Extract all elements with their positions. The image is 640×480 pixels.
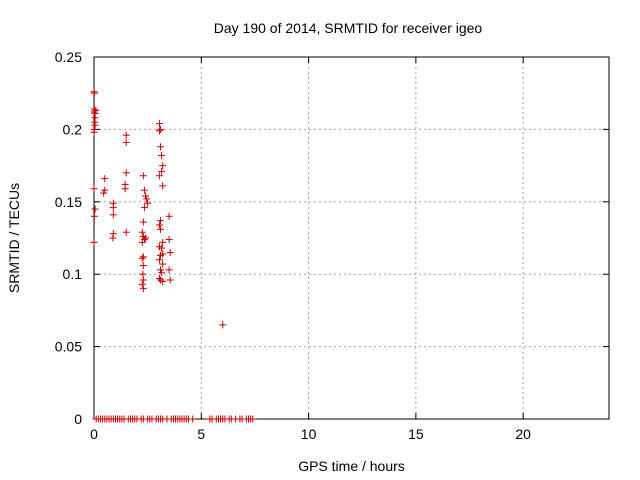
y-tick-label: 0.25 (55, 49, 82, 65)
data-point (109, 234, 117, 242)
data-point (158, 244, 166, 252)
data-point (101, 175, 109, 183)
data-point (158, 151, 166, 159)
y-axis-label: SRMTID / TECUs (6, 183, 22, 293)
plot-frame (93, 56, 610, 420)
data-point (90, 128, 98, 136)
data-point (157, 276, 165, 284)
data-point (155, 120, 163, 128)
data-point (101, 186, 109, 194)
data-point (165, 212, 173, 220)
data-point (109, 204, 117, 212)
x-tick-label: 10 (301, 426, 317, 442)
data-point (142, 192, 149, 200)
data-point (155, 221, 163, 229)
data-point (100, 189, 108, 197)
data-point (157, 225, 165, 233)
data-points (90, 88, 257, 423)
data-point (155, 172, 163, 180)
data-point (157, 217, 165, 225)
grid-lines (94, 57, 609, 419)
data-point (157, 266, 165, 274)
data-point (138, 280, 146, 288)
x-axis-label: GPS time / hours (298, 458, 405, 474)
data-point (139, 218, 147, 226)
x-tick-labels: 0 5 10 15 20 (90, 426, 531, 442)
data-point (122, 228, 130, 236)
data-point (91, 121, 99, 129)
data-point (144, 199, 152, 207)
data-point (122, 131, 130, 139)
data-point (159, 182, 167, 190)
data-point (166, 276, 174, 284)
x-tick-label: 0 (90, 426, 98, 442)
data-point (90, 105, 98, 113)
y-tick-labels: 0 0.05 0.1 0.15 0.2 0.25 (55, 49, 82, 427)
data-point (219, 321, 227, 329)
data-point (155, 256, 163, 264)
data-point (249, 415, 257, 423)
y-tick-label: 0.05 (55, 339, 82, 355)
data-point (157, 143, 165, 151)
x-tick-label: 5 (197, 426, 205, 442)
data-point (122, 138, 130, 146)
data-point (138, 238, 146, 246)
y-tick-label: 0.1 (63, 266, 83, 282)
data-point (138, 228, 146, 236)
data-point (159, 260, 167, 268)
data-point (122, 169, 130, 177)
chart-title: Day 190 of 2014, SRMTID for receiver ige… (214, 20, 483, 36)
data-point (155, 275, 163, 283)
data-point (158, 269, 166, 277)
axis-ticks (93, 56, 609, 420)
data-point (140, 186, 148, 194)
data-point (159, 238, 167, 246)
data-point (159, 162, 167, 170)
x-tick-label: 15 (408, 426, 424, 442)
data-point (155, 127, 163, 135)
data-point (139, 253, 147, 261)
data-point (90, 185, 98, 193)
data-point (142, 234, 149, 242)
data-point (165, 235, 173, 243)
y-tick-label: 0.2 (63, 121, 83, 137)
data-point (92, 107, 100, 115)
data-point (143, 195, 151, 203)
data-point (165, 266, 173, 274)
data-point (90, 238, 98, 246)
data-point (139, 276, 147, 284)
data-point (157, 125, 165, 133)
data-point (91, 205, 99, 213)
data-point (139, 262, 147, 270)
data-point (90, 212, 98, 220)
x-tick-label: 20 (515, 426, 531, 442)
data-point (109, 211, 117, 219)
y-tick-label: 0.15 (55, 194, 82, 210)
data-point (158, 167, 166, 175)
data-point (139, 285, 147, 293)
data-point (157, 251, 165, 259)
data-point (139, 172, 147, 180)
data-point (138, 254, 146, 262)
y-tick-label: 0 (74, 411, 82, 427)
data-point (121, 185, 129, 193)
data-point (90, 89, 98, 97)
data-point (140, 204, 148, 212)
data-point (189, 415, 197, 423)
data-point (166, 248, 174, 256)
